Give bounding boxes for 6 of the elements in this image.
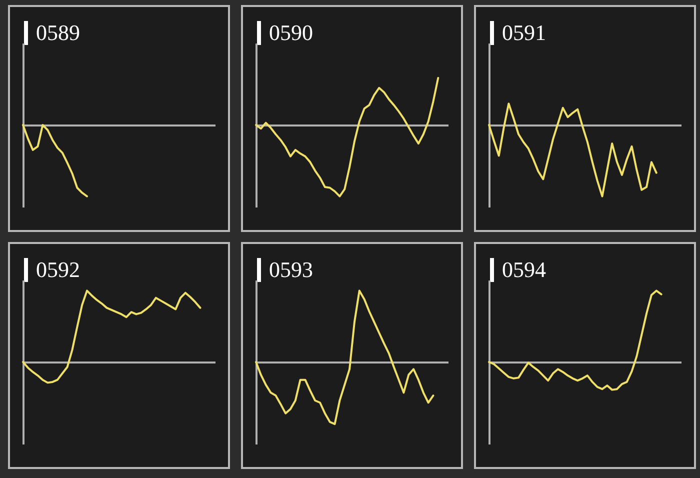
chart-title: 0594: [502, 257, 546, 282]
chart-title: 0591: [502, 20, 546, 45]
chart-title: 0592: [36, 257, 80, 282]
chart-title: 0593: [269, 257, 313, 282]
chart-title: 0590: [269, 20, 313, 45]
chart-title: 0589: [36, 20, 80, 45]
